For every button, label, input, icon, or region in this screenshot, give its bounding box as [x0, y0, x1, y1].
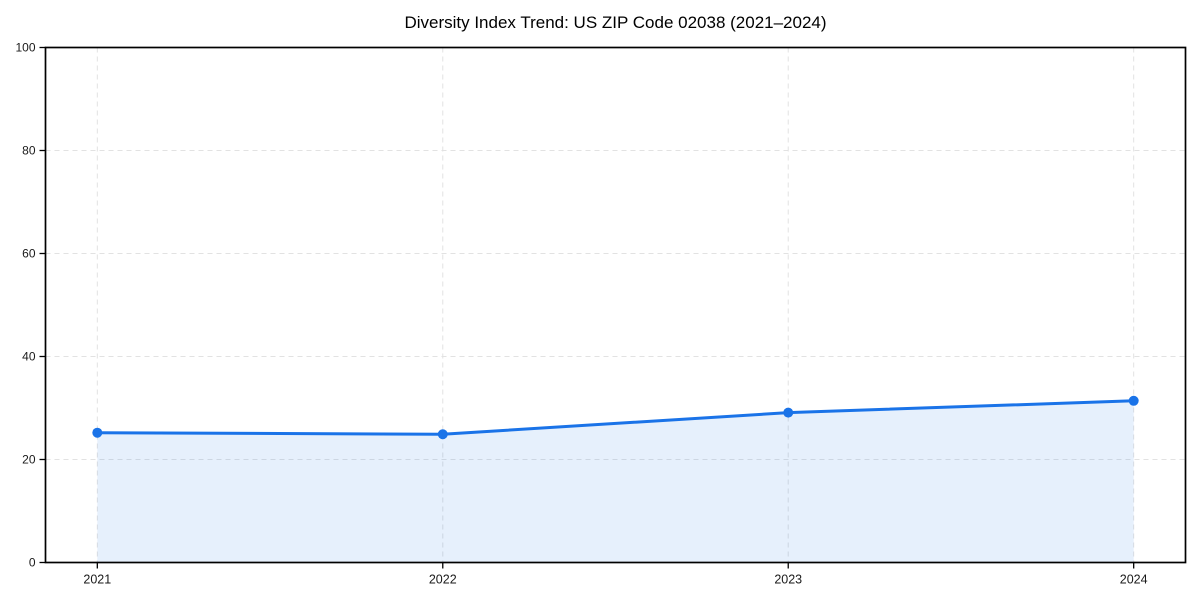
- data-point-2024: [1128, 395, 1139, 406]
- series-area-fill: [97, 400, 1134, 563]
- data-point-2023: [783, 407, 794, 418]
- xtick-label-2021: 2021: [83, 573, 111, 587]
- data-point-markers: [92, 395, 1139, 440]
- ytick-label-40: 40: [22, 350, 36, 364]
- chart-title: Diversity Index Trend: US ZIP Code 02038…: [404, 13, 827, 32]
- series-line: [95, 399, 1136, 436]
- ytick-label-80: 80: [22, 144, 36, 158]
- data-point-2022: [437, 429, 448, 440]
- xtick-label-2022: 2022: [429, 573, 457, 587]
- plot-frame: [44, 46, 1187, 564]
- data-point-2021: [92, 427, 103, 438]
- xtick-label-2023: 2023: [774, 573, 802, 587]
- axes-ticks-and-labels: 0 20 40 60 80 100 2021 2022 2023 2024: [15, 41, 1147, 587]
- ytick-label-100: 100: [15, 41, 35, 55]
- ytick-label-60: 60: [22, 247, 36, 261]
- gridlines: [45, 47, 1186, 563]
- xtick-label-2024: 2024: [1120, 573, 1148, 587]
- ytick-label-20: 20: [22, 453, 36, 467]
- ytick-label-0: 0: [29, 556, 36, 570]
